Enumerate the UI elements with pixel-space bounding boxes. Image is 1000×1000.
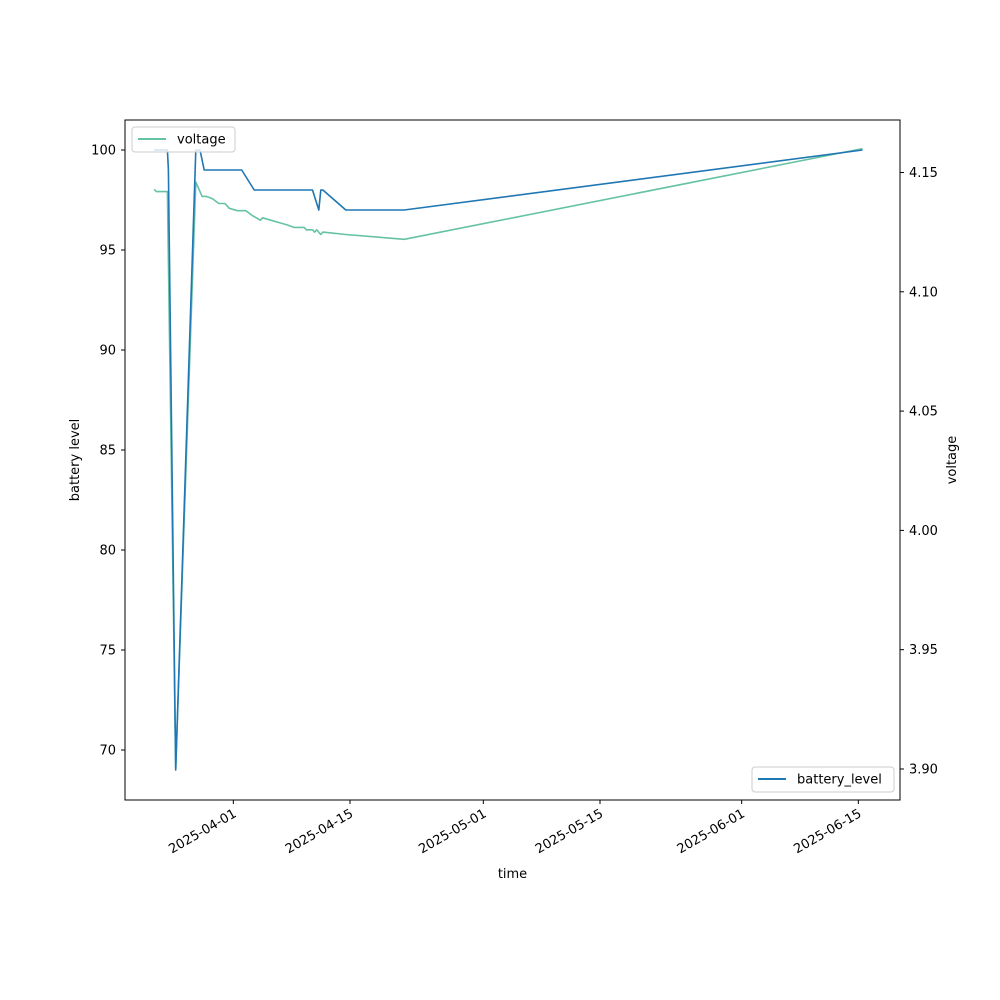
y-right-tick-label: 4.05 xyxy=(909,405,938,420)
y-right-tick-label: 3.95 xyxy=(909,643,938,658)
x-axis-label: time xyxy=(498,867,527,882)
y-right-tick-label: 3.90 xyxy=(909,762,938,777)
y-left-tick-label: 80 xyxy=(99,544,116,559)
y-left-tick-label: 95 xyxy=(99,244,116,259)
y-right-tick-label: 4.10 xyxy=(909,285,938,300)
legend-battery-level: battery_level xyxy=(751,766,895,793)
plot-area-frame xyxy=(124,119,901,801)
y-left-tick-label: 100 xyxy=(91,144,116,159)
series-line-battery-level xyxy=(154,149,863,771)
legend-battery-level-label: battery_level xyxy=(797,773,882,788)
y-left-tick-label: 85 xyxy=(99,444,116,459)
y-axis-right: 3.90 3.95 4.00 4.05 4.10 4.15 xyxy=(900,166,938,777)
y-left-tick-label: 90 xyxy=(99,344,116,359)
y-left-tick-label: 75 xyxy=(99,644,116,659)
y-axis-left: 70 75 80 85 90 95 100 xyxy=(91,144,125,759)
series-layer xyxy=(153,147,863,771)
y-right-tick-label: 4.00 xyxy=(909,524,938,539)
legend-voltage: voltage xyxy=(131,126,236,153)
y-left-tick-label: 70 xyxy=(99,744,116,759)
y-right-tick-label: 4.15 xyxy=(909,166,938,181)
y-axis-right-label: voltage xyxy=(945,436,960,485)
series-line-voltage xyxy=(153,147,863,770)
legend-voltage-label: voltage xyxy=(177,133,226,148)
legend-battery-level-box xyxy=(751,766,895,793)
y-axis-left-label: battery level xyxy=(68,419,83,502)
legend-voltage-box xyxy=(131,126,236,153)
